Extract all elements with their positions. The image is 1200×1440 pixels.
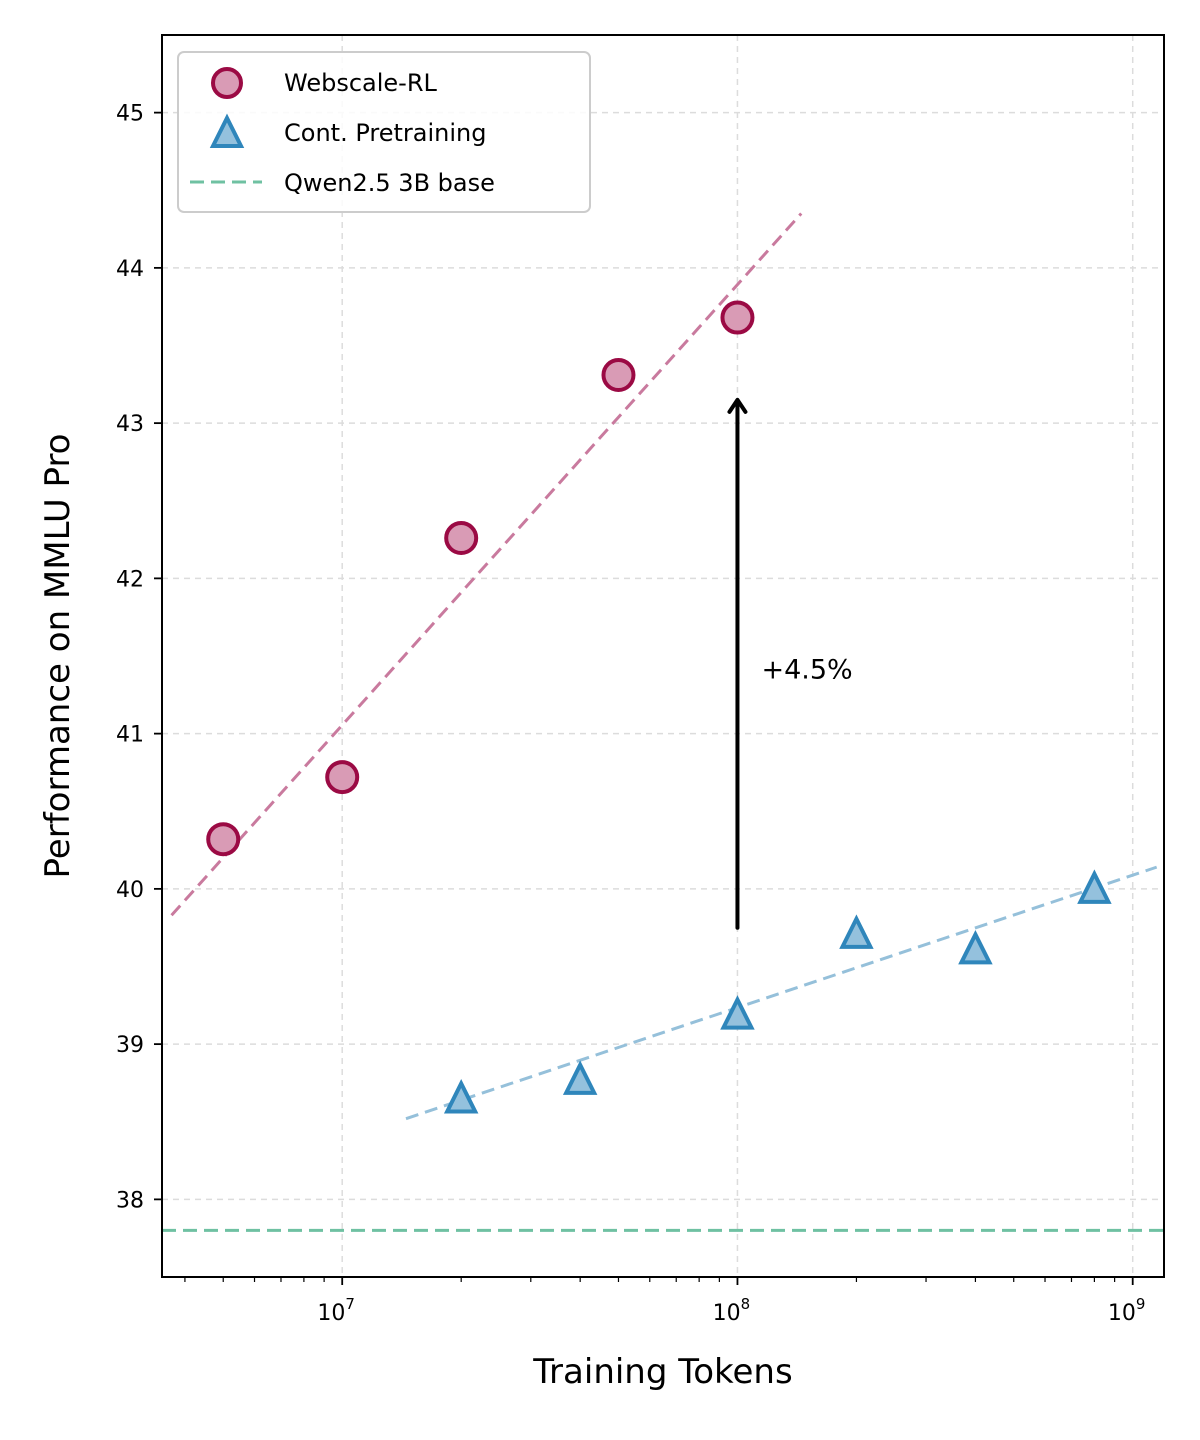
legend-label-cont-pretraining: Cont. Pretraining	[284, 119, 486, 147]
legend-label-webscale-rl: Webscale-RL	[284, 69, 438, 97]
x-axis-title: Training Tokens	[532, 1352, 792, 1392]
cont-pretraining-point	[720, 995, 755, 1030]
x-tick-label: 107	[317, 1295, 355, 1326]
legend-marker-cont-pretraining	[209, 113, 245, 148]
cont-pretraining-point	[562, 1060, 598, 1095]
webscale-rl-point	[601, 357, 636, 392]
y-tick-label: 41	[116, 723, 144, 748]
webscale-rl-point	[720, 300, 755, 335]
cont-pretraining-point	[1077, 869, 1112, 904]
legend-label-baseline: Qwen2.5 3B base	[284, 169, 495, 197]
x-tick-label: 109	[1108, 1295, 1146, 1326]
y-tick-label: 42	[116, 567, 144, 592]
webscale-rl-point	[206, 822, 241, 857]
y-tick-label: 45	[116, 102, 144, 127]
y-tick-label: 43	[116, 412, 144, 437]
annotation-arrow-head	[727, 397, 748, 414]
webscale-rl-point	[444, 521, 479, 556]
y-axis-ticks: 38 39 40 41 42 43 44 45	[116, 102, 162, 1213]
plot-frame	[161, 34, 1165, 1278]
marker-layer	[206, 300, 1112, 1114]
trend-line-cont-pretraining	[405, 865, 1158, 1121]
x-tick-label: 108	[713, 1295, 751, 1326]
grid	[162, 35, 1164, 1277]
y-tick-label: 44	[116, 257, 144, 282]
annotation-label: +4.5%	[761, 654, 852, 685]
y-tick-label: 38	[116, 1188, 144, 1213]
y-tick-label: 40	[116, 878, 144, 903]
legend-box	[177, 51, 591, 213]
legend: Webscale-RL Cont. Pretraining Qwen2.5 3B…	[177, 51, 591, 213]
y-axis-title: Performance on MMLU Pro	[38, 434, 78, 879]
y-tick-label: 39	[116, 1033, 144, 1058]
webscale-rl-point	[325, 760, 360, 795]
trend-layer	[170, 212, 1158, 1121]
annotation: +4.5%	[727, 397, 853, 930]
cont-pretraining-point	[443, 1078, 479, 1114]
cont-pretraining-point	[839, 914, 874, 949]
legend-marker-webscale-rl	[211, 67, 243, 99]
trend-line-webscale-rl	[170, 212, 803, 917]
cont-pretraining-point	[958, 929, 993, 965]
x-axis-ticks: 107 108 109	[317, 1277, 1145, 1326]
